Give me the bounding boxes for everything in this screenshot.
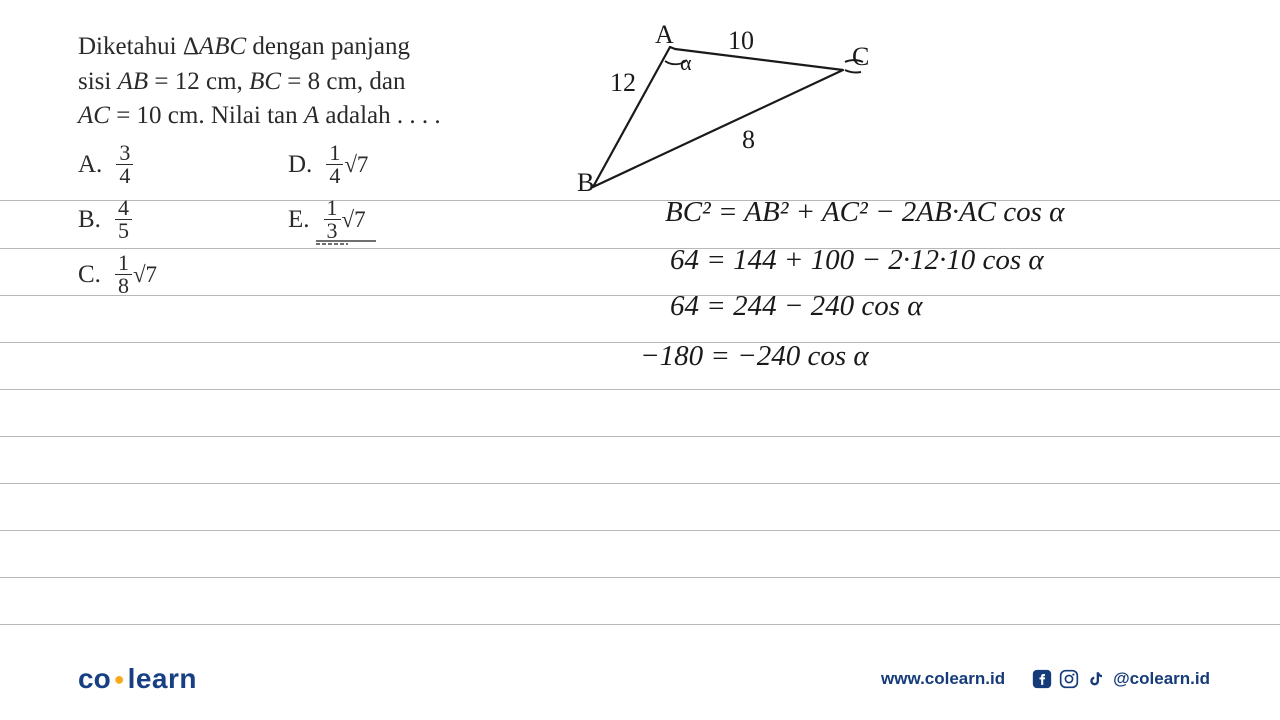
social-block: @colearn.id [1031, 668, 1210, 690]
side-ab-label: 12 [610, 68, 636, 98]
logo-dot-icon: ● [114, 669, 125, 690]
logo-learn-text: learn [128, 663, 197, 695]
vertex-b-label: B [577, 168, 594, 198]
instagram-icon[interactable] [1058, 668, 1080, 690]
problem-statement: Diketahui ΔABC dengan panjang sisi AB = … [78, 30, 441, 134]
option-d: D. 14 √7 [288, 142, 368, 187]
side-bc-label: 8 [742, 125, 755, 155]
option-a-den: 4 [116, 164, 133, 187]
text: = 12 cm, [148, 68, 249, 95]
work-line-2: 64 = 144 + 100 − 2·12·10 cos α [670, 244, 1044, 277]
work-line-4: −180 = −240 cos α [640, 340, 869, 373]
tiktok-icon[interactable] [1085, 668, 1107, 690]
option-d-num: 1 [326, 142, 343, 164]
vertex-c-label: C [852, 42, 869, 72]
option-b: B. 45 [78, 197, 288, 242]
work-line-3: 64 = 244 − 240 cos α [670, 290, 923, 323]
text: sisi [78, 68, 118, 95]
text: A [304, 102, 319, 129]
logo-co-text: co [78, 663, 111, 695]
option-a-num: 3 [116, 142, 133, 164]
option-a: A. 34 [78, 142, 288, 187]
text: Diketahui Δ [78, 33, 199, 60]
option-d-den: 4 [326, 164, 343, 187]
option-c-num: 1 [115, 252, 132, 274]
option-e: E. 13 √7 [288, 197, 366, 242]
text: adalah . . . . [319, 102, 440, 129]
text: AC [78, 102, 110, 129]
option-b-num: 4 [115, 197, 132, 219]
option-e-num: 1 [324, 197, 341, 219]
brand-logo: co ● learn [78, 663, 197, 695]
option-c-tail: √7 [133, 262, 157, 288]
option-b-den: 5 [115, 219, 132, 242]
vertex-a-label: A [655, 20, 674, 50]
side-ac-label: 10 [728, 26, 754, 56]
text: = 10 cm. Nilai tan [110, 102, 304, 129]
underline-e-icon [316, 239, 376, 245]
footer-bar: co ● learn www.colearn.id @colearn.id [0, 638, 1280, 720]
website-link[interactable]: www.colearn.id [881, 669, 1005, 689]
text: = 8 cm, dan [281, 68, 406, 95]
angle-alpha-label: α [680, 50, 692, 76]
option-c: C. 18 √7 [78, 252, 288, 297]
text: dengan panjang [246, 33, 410, 60]
work-line-1: BC² = AB² + AC² − 2AB·AC cos α [665, 196, 1064, 229]
social-handle[interactable]: @colearn.id [1113, 669, 1210, 689]
facebook-icon[interactable] [1031, 668, 1053, 690]
option-d-tail: √7 [344, 152, 368, 178]
text: BC [249, 68, 281, 95]
option-c-den: 8 [115, 274, 132, 297]
text: ABC [199, 33, 246, 60]
option-e-tail: √7 [342, 207, 366, 233]
answer-options: A. 34 D. 14 √7 B. 45 E. 13 √7 C. [78, 142, 368, 307]
text: AB [118, 68, 149, 95]
